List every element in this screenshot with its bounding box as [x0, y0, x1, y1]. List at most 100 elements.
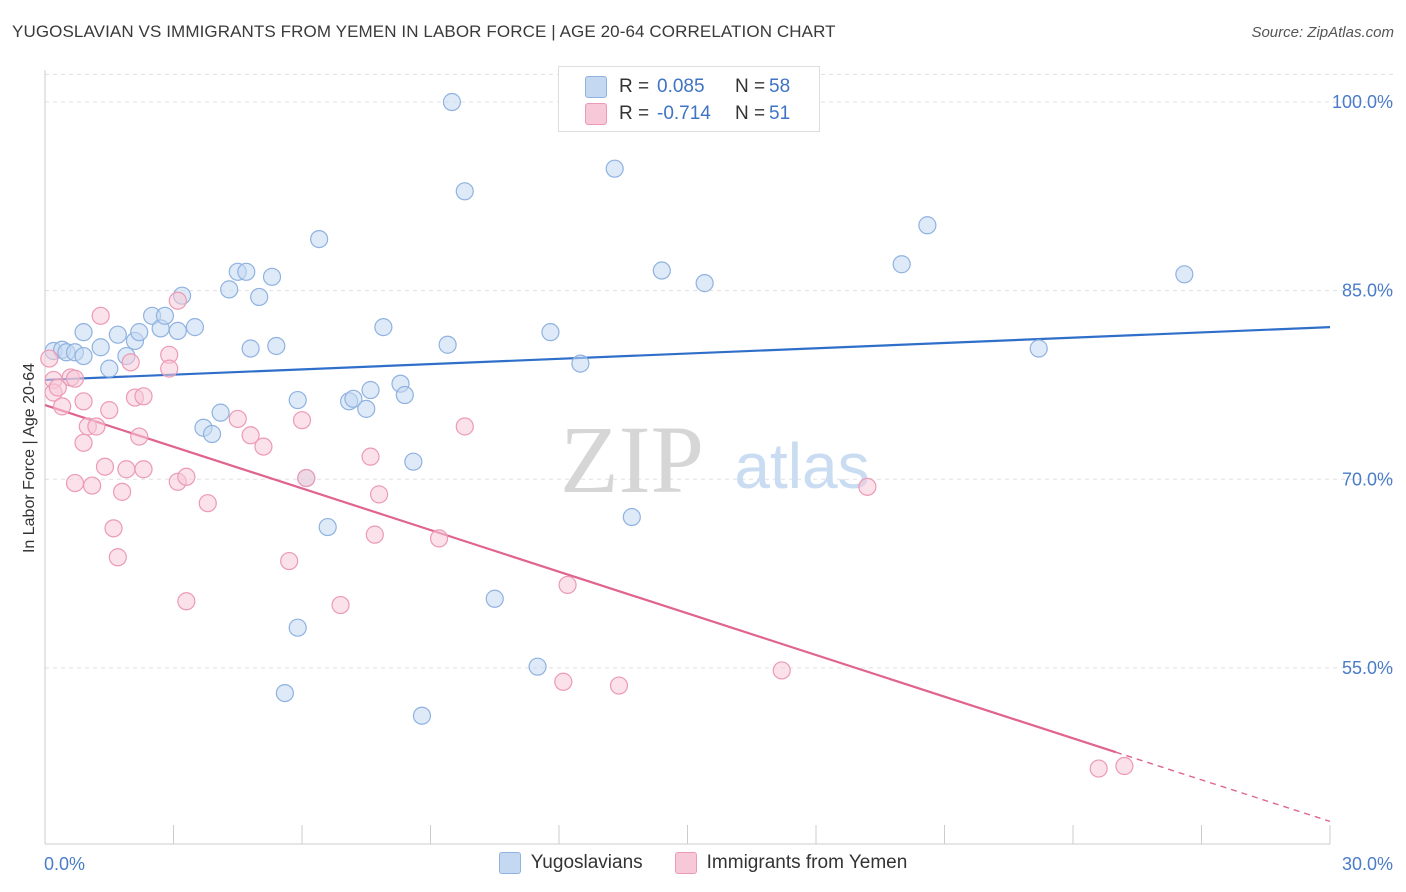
yugoslavian-point	[202, 424, 222, 444]
legend-label-yemen: Immigrants from Yemen	[706, 852, 908, 873]
yugoslavian-point	[438, 335, 457, 354]
trend-line-yemen-extension	[1115, 751, 1331, 823]
yugoslavian-point	[605, 159, 624, 178]
y-tick-label: 55.0%	[1342, 658, 1393, 678]
yugoslavian-point	[528, 657, 547, 676]
yugoslavian-point	[412, 706, 432, 725]
yemen-point	[228, 409, 247, 429]
yemen-point	[554, 672, 573, 691]
yugoslavian-point	[485, 589, 504, 608]
yemen-point	[198, 494, 217, 513]
yemen-point	[95, 457, 115, 476]
yugoslavian-point	[361, 380, 380, 400]
yugoslavian-point	[892, 255, 911, 274]
legend-r-label: R =	[619, 103, 650, 124]
yugoslavian-point	[241, 339, 260, 358]
source-label: Source: ZipAtlas.com	[1251, 24, 1394, 41]
watermark-atlas: atlas	[734, 430, 869, 502]
yemen-point	[40, 349, 59, 368]
yemen-point	[455, 417, 474, 436]
y-tick-label: 100.0%	[1332, 92, 1393, 112]
legend-item-yemen[interactable]: Immigrants from Yemen	[674, 852, 908, 874]
yemen-point	[558, 575, 577, 595]
trend-line-yugoslavians	[44, 326, 1331, 382]
yugoslavian-point	[288, 618, 307, 637]
yugoslavian-point	[1029, 339, 1048, 358]
yugoslavian-point	[267, 336, 286, 356]
tick-labels: 55.0% 70.0% 85.0% 100.0% 0.0% 30.0%	[44, 92, 1393, 874]
yugoslavian-point	[250, 287, 269, 307]
yugoslavian-point	[155, 306, 175, 325]
x-tick-label: 0.0%	[44, 854, 85, 874]
legend-n-label: N =	[735, 76, 766, 97]
yugoslavian-point	[442, 92, 462, 112]
yemen-point	[104, 519, 123, 538]
yugoslavian-point	[404, 452, 423, 471]
correlation-legend: R = 0.085 N = 58 R = -0.714 N = 51	[558, 66, 820, 132]
legend-item-yugoslavians[interactable]: Yugoslavians	[498, 852, 643, 874]
yemen-point	[117, 460, 136, 479]
legend-n-label: N =	[735, 103, 766, 124]
legend-swatch-blue	[585, 76, 607, 98]
y-tick-label: 85.0%	[1342, 281, 1393, 301]
yugoslavian-point	[288, 390, 307, 410]
yemen-point	[297, 468, 316, 488]
yemen-point	[429, 529, 449, 548]
yemen-point	[74, 433, 93, 452]
yemen-point	[112, 482, 132, 501]
yugoslavian-point	[695, 274, 714, 293]
yemen-point	[65, 369, 85, 388]
yugoslavian-point	[262, 267, 282, 286]
trend-lines	[44, 326, 1331, 823]
legend-n-value: 51	[769, 103, 791, 124]
yugoslavian-point	[130, 323, 149, 342]
yemen-point	[280, 551, 299, 571]
yugoslavian-point	[652, 261, 671, 280]
legend-swatch-pink	[674, 852, 697, 874]
yemen-point	[177, 467, 196, 486]
legend-row-yugoslavians: R = 0.085 N = 58	[559, 74, 790, 100]
yugoslavian-point	[275, 683, 294, 703]
yugoslavian-point	[185, 318, 205, 337]
legend-label-yugoslavians: Yugoslavians	[530, 852, 643, 873]
yemen-point	[53, 397, 72, 416]
yemen-point	[370, 485, 389, 504]
yemen-point	[83, 476, 102, 495]
legend-row-yemen: R = -0.714 N = 51	[559, 101, 790, 127]
legend-swatch-blue	[498, 852, 521, 874]
yemen-point	[609, 676, 629, 695]
yemen-point	[121, 353, 140, 372]
yugoslavian-point	[622, 507, 641, 527]
yugoslavian-point	[91, 338, 110, 357]
legend-r-label: R =	[619, 76, 650, 97]
yemen-point	[365, 525, 384, 544]
yemen-point	[772, 661, 791, 680]
yemen-point	[1089, 759, 1108, 778]
yugoslavian-point	[571, 354, 590, 373]
yugoslavian-point	[318, 517, 337, 537]
yemen-point	[65, 473, 85, 493]
yugoslavian-point	[1175, 265, 1194, 284]
trend-line-yemen	[44, 404, 1117, 754]
yemen-point	[168, 291, 187, 310]
legend-r-value: -0.714	[657, 103, 711, 124]
yemen-point	[100, 401, 119, 420]
yemen-point	[134, 460, 153, 479]
yugoslavian-point	[395, 385, 414, 405]
yemen-point	[858, 477, 877, 496]
y-tick-label: 70.0%	[1342, 469, 1393, 489]
yugoslavian-point	[344, 389, 363, 408]
x-tick-label: 30.0%	[1342, 854, 1393, 874]
data-points	[40, 92, 1194, 778]
yemen-point	[74, 392, 93, 411]
yemen-point	[87, 417, 106, 436]
yugoslavian-point	[74, 346, 93, 366]
chart-title: YUGOSLAVIAN VS IMMIGRANTS FROM YEMEN IN …	[12, 22, 836, 41]
yemen-point	[91, 306, 110, 325]
yugoslavian-point	[108, 325, 127, 344]
yugoslavian-point	[455, 182, 474, 201]
yugoslavian-point	[100, 359, 119, 378]
yemen-point	[108, 548, 127, 567]
yemen-point	[134, 387, 153, 406]
